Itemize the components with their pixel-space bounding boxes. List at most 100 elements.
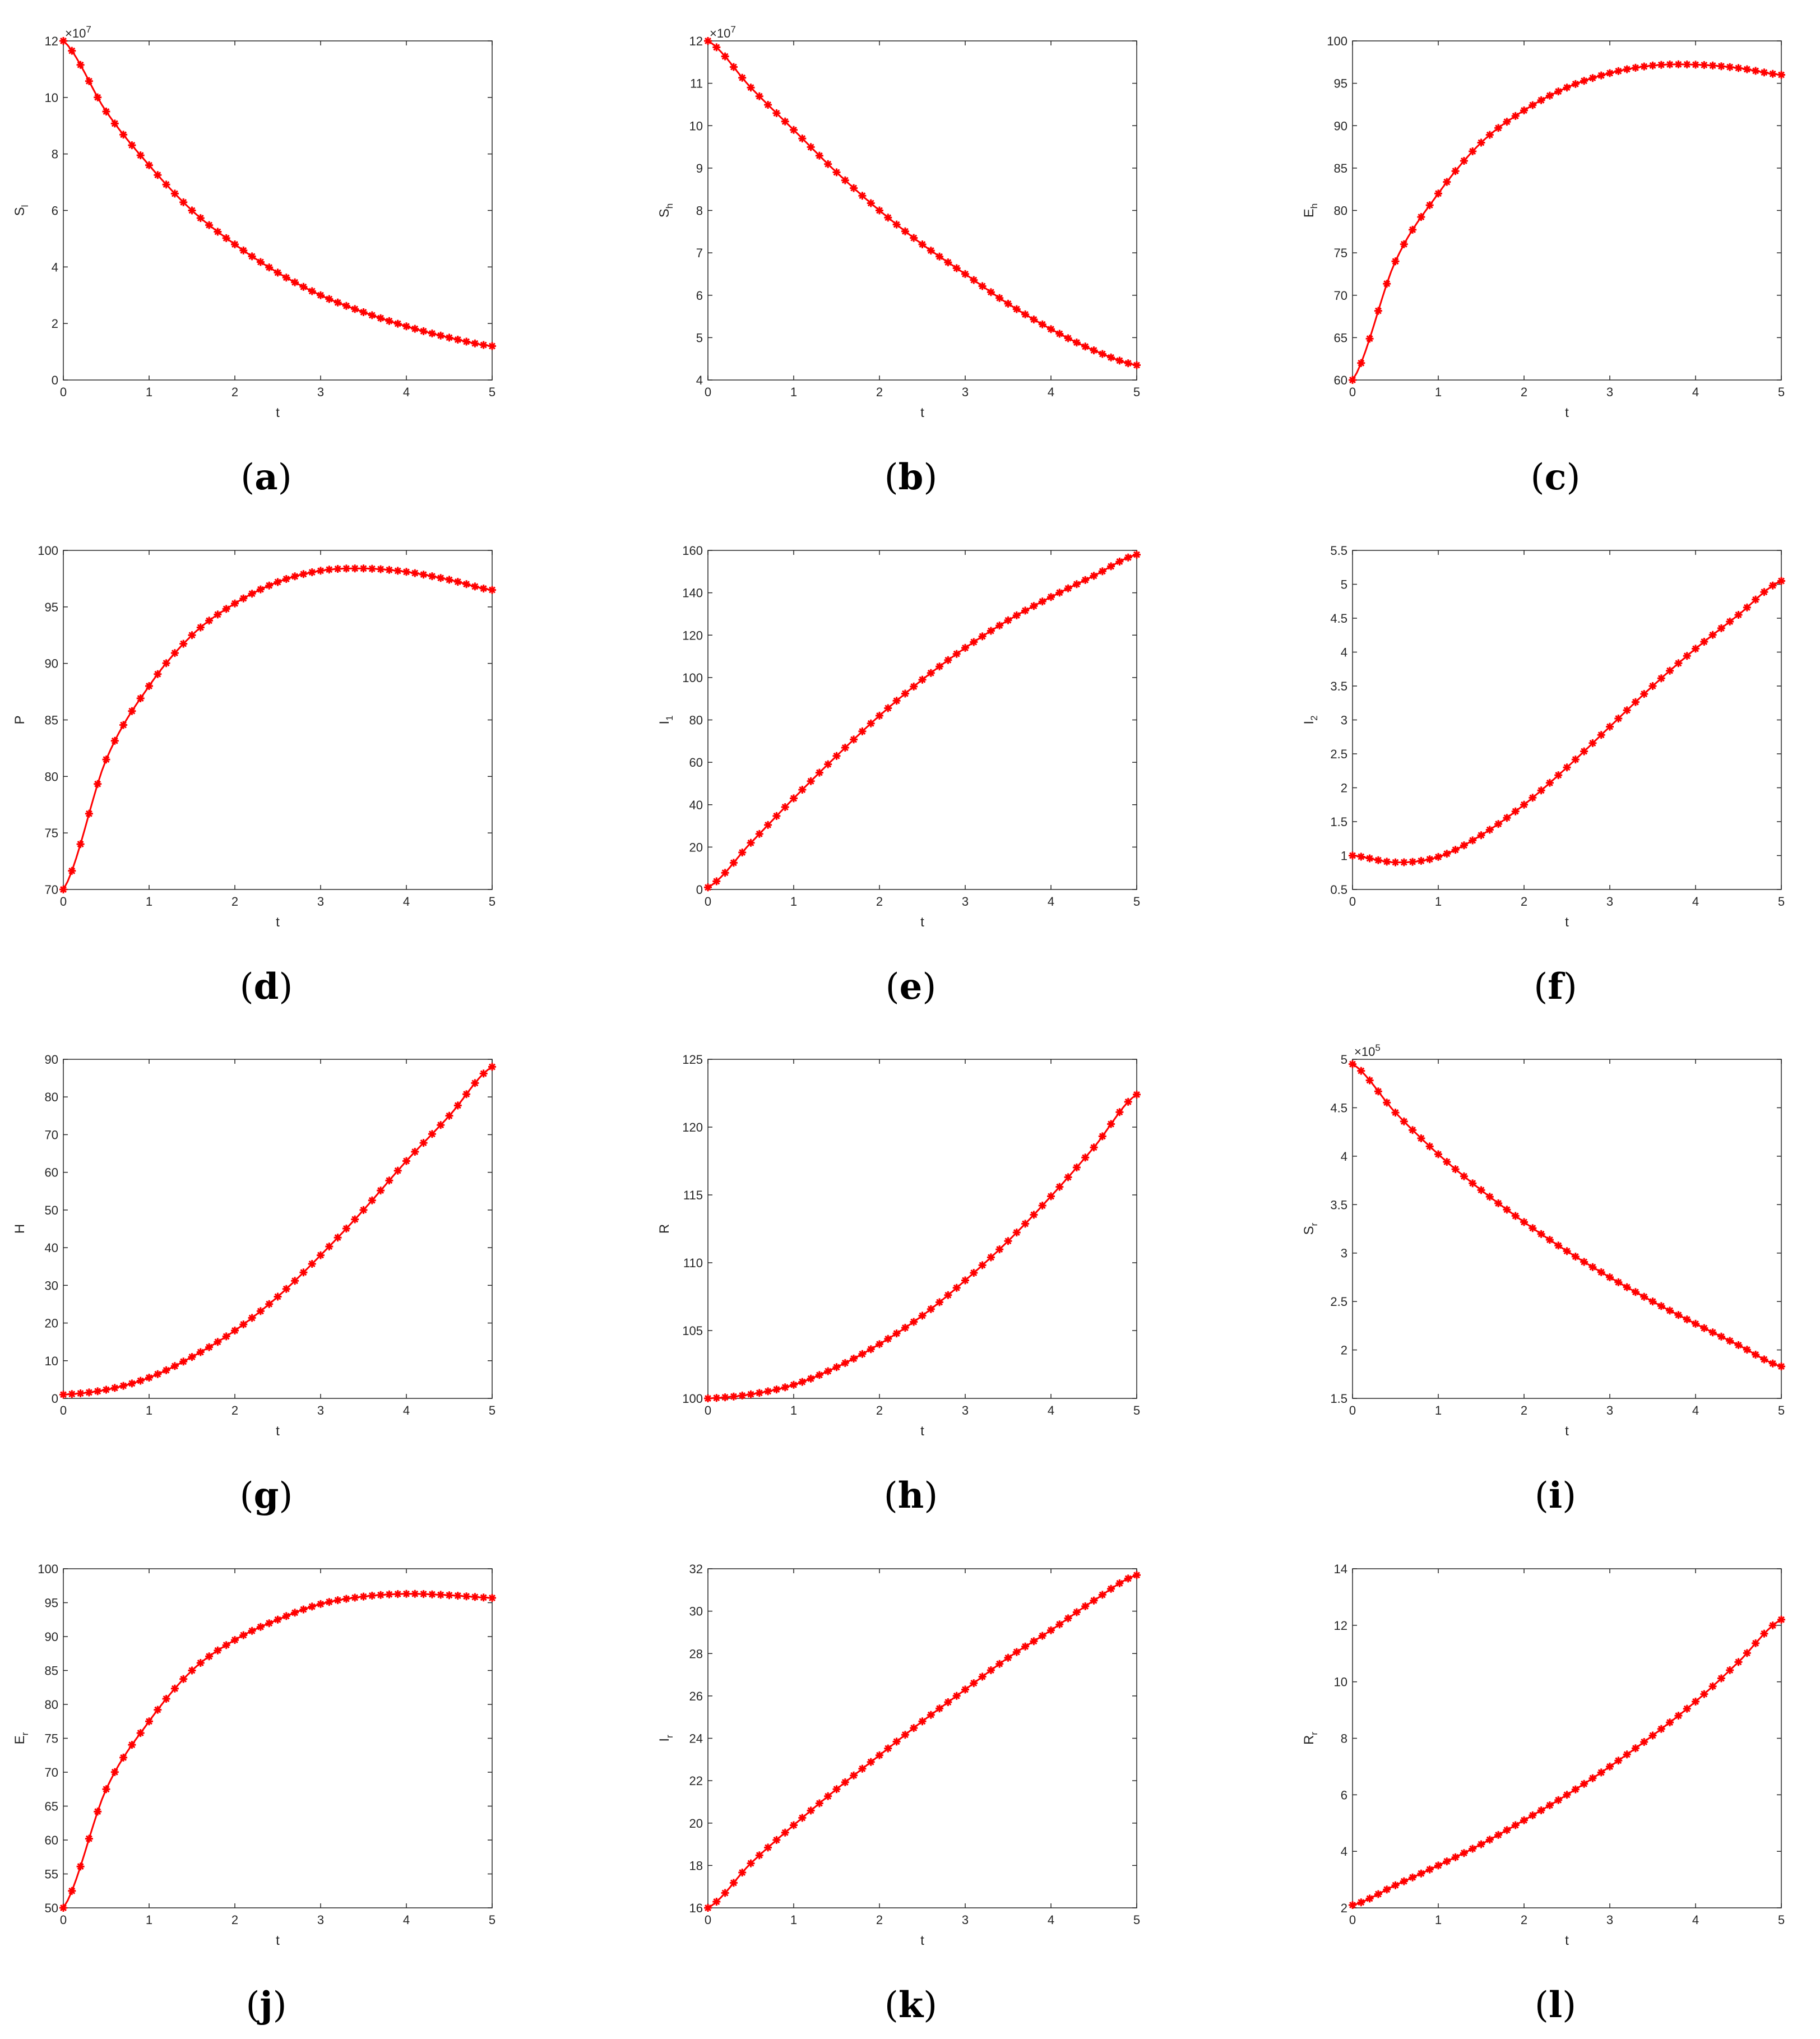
series-marker — [1726, 618, 1734, 625]
y-tick-label: 4 — [1341, 1150, 1347, 1164]
series-marker — [807, 143, 815, 151]
series-marker — [781, 1383, 789, 1392]
series-marker — [222, 605, 230, 613]
series-marker — [94, 1387, 102, 1396]
series-marker — [1520, 1218, 1528, 1226]
x-tick-label: 0 — [705, 1913, 711, 1927]
series-marker — [1743, 65, 1751, 73]
x-tick-label: 0 — [60, 895, 67, 909]
series-marker — [1383, 1885, 1391, 1894]
series-marker — [1374, 1890, 1382, 1898]
x-axis-label: t — [1565, 915, 1569, 930]
series-marker — [1391, 858, 1400, 866]
series-marker — [59, 886, 67, 893]
series-marker — [308, 1260, 316, 1268]
series-marker — [1064, 584, 1072, 592]
y-tick-label: 80 — [45, 1090, 58, 1104]
series-marker — [738, 73, 747, 82]
x-tick-label: 2 — [876, 895, 883, 909]
series-marker — [858, 1350, 867, 1358]
y-exponent-label: ×105 — [1354, 1042, 1381, 1059]
x-tick-label: 2 — [1521, 385, 1527, 399]
series-marker — [1554, 87, 1563, 96]
series-marker — [1734, 611, 1743, 619]
series-marker — [824, 760, 832, 768]
series-marker — [1537, 1230, 1545, 1238]
y-tick-label: 70 — [45, 1128, 58, 1142]
series-marker — [359, 1206, 368, 1214]
series-marker — [876, 711, 883, 720]
series-marker — [1072, 1608, 1081, 1616]
series-marker — [1357, 1067, 1365, 1075]
series-marker — [1443, 850, 1451, 858]
series-marker — [927, 1711, 935, 1719]
series-marker — [1098, 1132, 1106, 1141]
series-marker — [1623, 706, 1631, 715]
x-tick-label: 1 — [1435, 385, 1442, 399]
series-marker — [1537, 786, 1545, 795]
series-marker — [1021, 606, 1030, 615]
series-marker — [119, 1753, 128, 1762]
series-marker — [196, 623, 205, 632]
series-marker — [437, 331, 445, 340]
series-marker — [1047, 325, 1055, 333]
series-marker — [1700, 1324, 1708, 1332]
series-marker — [1098, 350, 1106, 358]
series-marker — [385, 566, 393, 574]
x-tick-label: 1 — [146, 1913, 152, 1927]
y-axis-label: Er — [12, 1732, 30, 1744]
series-marker — [936, 1704, 944, 1713]
series-marker — [1743, 603, 1751, 611]
series-marker — [1047, 1192, 1055, 1201]
y-tick-label: 32 — [689, 1562, 703, 1576]
subplot-h: 0 1 2 3 4 5 100 105 110 115 120 125 t R (h) — [657, 1053, 1141, 1517]
y-tick-label: 90 — [45, 1630, 58, 1644]
series-marker — [987, 1253, 995, 1262]
series-marker — [282, 575, 290, 583]
x-tick-label: 1 — [1435, 1403, 1442, 1417]
series-marker — [1494, 124, 1503, 132]
series-marker — [832, 1363, 841, 1371]
y-tick-label: 120 — [682, 1120, 703, 1134]
x-tick-label: 3 — [317, 1913, 324, 1927]
x-tick-label: 3 — [1606, 385, 1613, 399]
series-marker — [402, 568, 410, 576]
series-marker — [1580, 77, 1589, 85]
y-axis-label: P — [12, 715, 27, 724]
x-tick-label: 1 — [146, 1403, 152, 1417]
series-marker — [1597, 1768, 1605, 1777]
series-marker — [342, 1595, 350, 1603]
y-tick-label: 55 — [45, 1867, 58, 1882]
series-marker — [1030, 316, 1038, 323]
series-marker — [411, 325, 419, 333]
series-marker — [1090, 346, 1098, 355]
series-marker — [927, 1305, 935, 1313]
series-marker — [936, 662, 944, 671]
series-marker — [1038, 1202, 1046, 1210]
x-tick-label: 0 — [1349, 385, 1356, 399]
series-marker — [291, 278, 299, 286]
series-marker — [1529, 101, 1537, 109]
series-marker — [196, 1348, 205, 1356]
series-marker — [377, 1591, 385, 1599]
y-tick-label: 11 — [690, 77, 703, 91]
series-marker — [1614, 67, 1623, 75]
series-marker — [205, 1343, 214, 1351]
series-marker — [1623, 1283, 1631, 1291]
y-tick-label: 12 — [45, 34, 58, 48]
series-marker — [377, 565, 385, 573]
series-marker — [1545, 91, 1554, 100]
series-marker — [1374, 856, 1382, 864]
series-marker — [359, 308, 368, 316]
series-marker — [248, 252, 256, 261]
series-marker — [1434, 852, 1442, 861]
series-marker — [445, 1591, 453, 1600]
series-marker — [1674, 659, 1683, 668]
series-marker — [747, 1859, 755, 1867]
series-marker — [334, 1234, 342, 1242]
series-marker — [231, 599, 239, 608]
series-marker — [1734, 1341, 1743, 1349]
series-marker — [342, 1225, 350, 1232]
subplot-caption: (l) — [1535, 1984, 1576, 2026]
series-marker — [68, 1887, 76, 1895]
